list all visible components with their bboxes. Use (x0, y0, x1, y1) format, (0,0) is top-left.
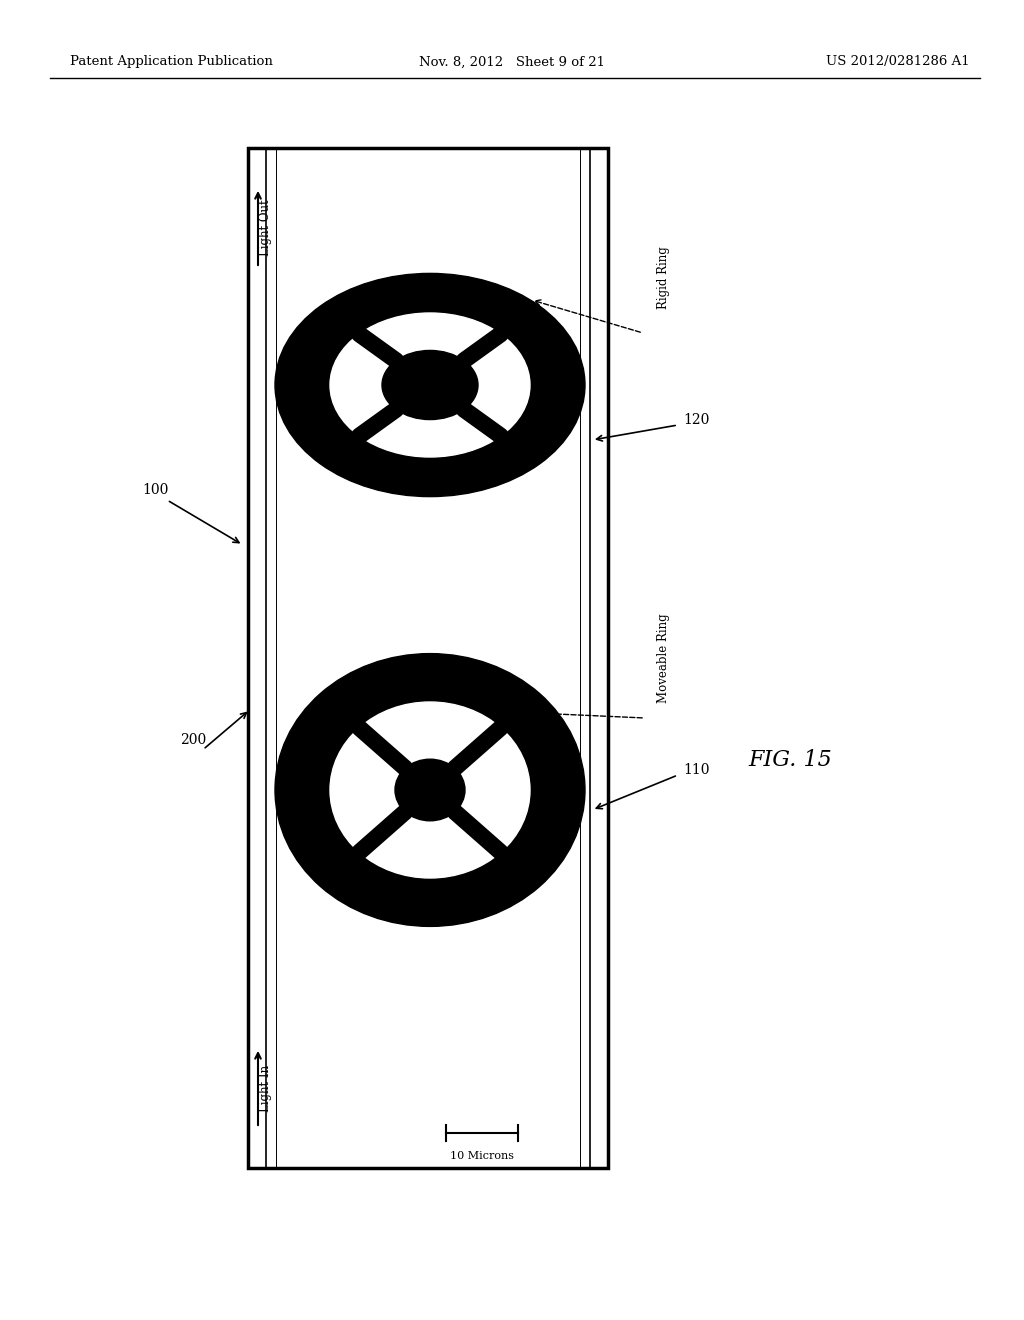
Text: 110: 110 (683, 763, 710, 777)
Ellipse shape (330, 313, 530, 457)
Ellipse shape (275, 273, 585, 496)
Ellipse shape (330, 702, 530, 878)
Text: Rigid Ring: Rigid Ring (656, 247, 670, 309)
Ellipse shape (395, 759, 465, 821)
Text: Moveable Ring: Moveable Ring (656, 614, 670, 702)
Text: 120: 120 (683, 413, 710, 426)
Text: Nov. 8, 2012   Sheet 9 of 21: Nov. 8, 2012 Sheet 9 of 21 (419, 55, 605, 69)
Text: Light Out: Light Out (259, 199, 272, 256)
Text: Patent Application Publication: Patent Application Publication (70, 55, 272, 69)
Text: 10 Microns: 10 Microns (450, 1151, 514, 1162)
Text: 100: 100 (141, 483, 168, 498)
Ellipse shape (382, 350, 478, 420)
Text: US 2012/0281286 A1: US 2012/0281286 A1 (826, 55, 970, 69)
Text: 200: 200 (180, 733, 206, 747)
Text: Light In: Light In (259, 1064, 272, 1111)
Text: FIG. 15: FIG. 15 (749, 748, 831, 771)
Bar (248, 148, 608, 1168)
Ellipse shape (275, 653, 585, 927)
